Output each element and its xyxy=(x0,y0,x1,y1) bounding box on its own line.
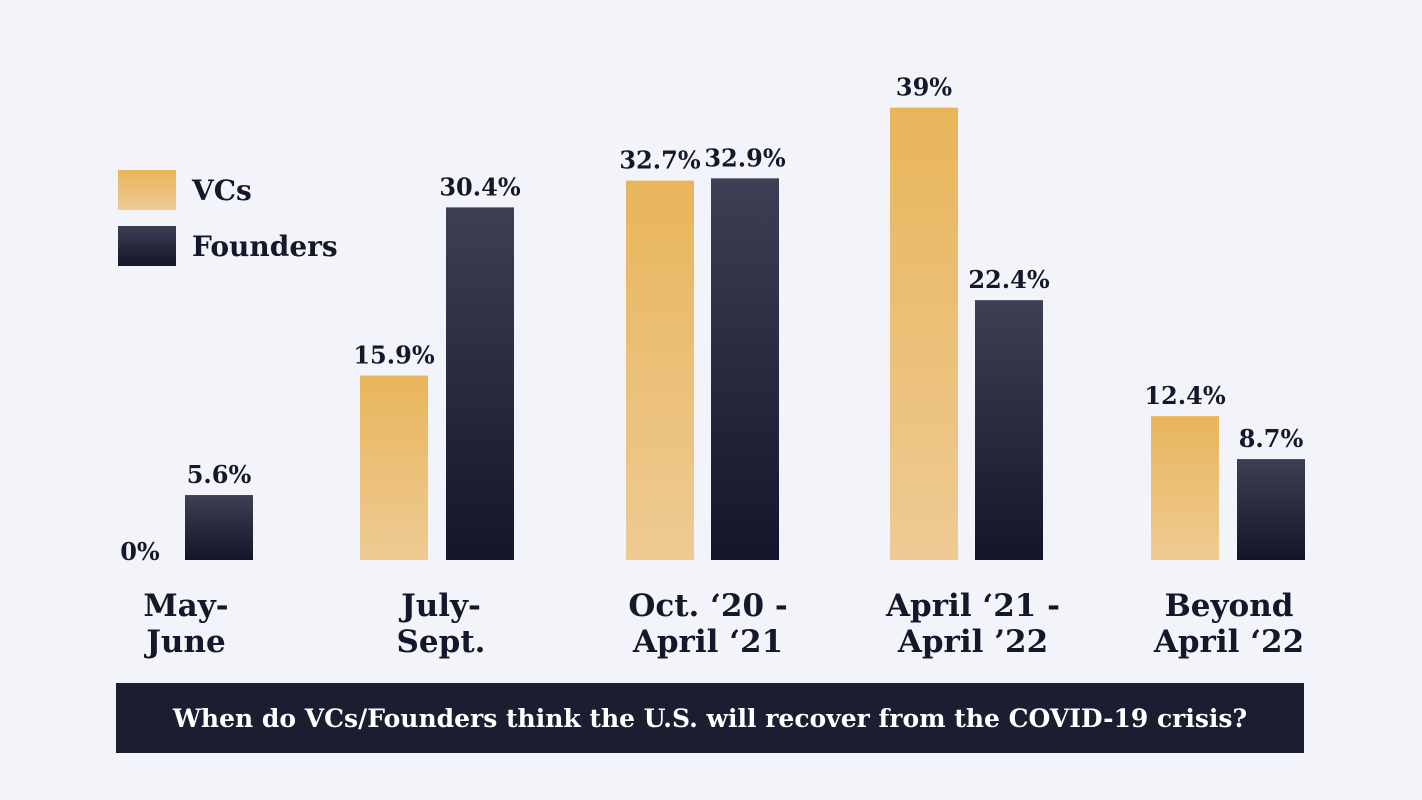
data-label: 15.9% xyxy=(353,341,434,370)
data-label: 22.4% xyxy=(968,265,1049,294)
chart-title: When do VCs/Founders think the U.S. will… xyxy=(172,703,1248,733)
legend-swatch-vcs xyxy=(118,170,176,210)
legend-label: VCs xyxy=(192,173,252,207)
category-label: Beyond April ‘22 xyxy=(1153,588,1305,660)
data-label: 5.6% xyxy=(187,460,252,489)
data-label: 32.7% xyxy=(619,146,700,175)
legend-swatch-founders xyxy=(118,226,176,266)
data-label: 12.4% xyxy=(1144,381,1225,410)
data-label: 39% xyxy=(896,73,952,102)
bar-founders xyxy=(975,300,1043,560)
bar-founders xyxy=(1237,459,1305,560)
bar-vcs xyxy=(890,107,958,560)
legend-item-founders: Founders xyxy=(118,226,338,266)
category-label: July- Sept. xyxy=(396,588,486,660)
chart-title-bar: When do VCs/Founders think the U.S. will… xyxy=(116,683,1304,753)
bar-founders xyxy=(185,495,253,560)
bar-vcs xyxy=(360,375,428,560)
bar-vcs xyxy=(626,180,694,560)
bar-vcs xyxy=(1151,416,1219,560)
data-label: 32.9% xyxy=(704,143,785,172)
category-label: May- June xyxy=(143,588,229,660)
category-label: April ‘21 - April ’22 xyxy=(886,588,1060,660)
category-label: Oct. ‘20 - April ‘21 xyxy=(628,588,788,660)
bar-founders xyxy=(711,178,779,561)
bar-founders xyxy=(446,207,514,561)
legend-label: Founders xyxy=(192,229,338,263)
legend-item-vcs: VCs xyxy=(118,170,252,210)
data-label: 0% xyxy=(120,537,160,566)
data-label: 8.7% xyxy=(1239,424,1304,453)
data-label: 30.4% xyxy=(439,172,520,201)
